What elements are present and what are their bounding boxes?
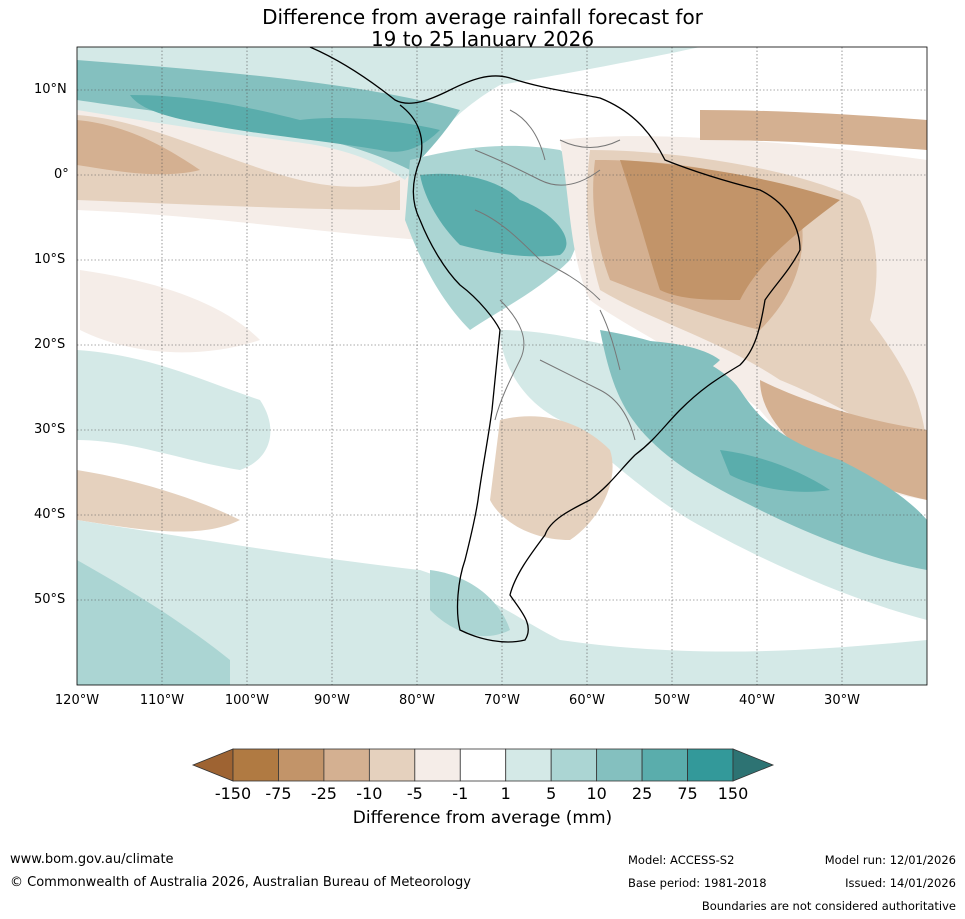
dry-band-pacific xyxy=(77,115,400,210)
lon-label: 100°W xyxy=(224,693,270,708)
website-link[interactable]: www.bom.gov.au/climate xyxy=(10,852,174,867)
wet-far-south xyxy=(77,520,927,685)
colorbar-tick-label: 1 xyxy=(500,784,511,803)
map-title-line2: 19 to 25 January 2026 xyxy=(370,27,595,51)
wet-sacz-mid xyxy=(600,330,927,570)
base-period-text: Base period: 1981-2018 xyxy=(628,876,767,890)
lat-label: 0° xyxy=(54,167,69,182)
lat-label: 20°S xyxy=(34,337,66,352)
colorbar-segment xyxy=(687,748,734,782)
lat-label: 50°S xyxy=(34,592,66,607)
colorbar-segment xyxy=(232,748,279,782)
colorbar-tick-label: -25 xyxy=(310,784,337,803)
south-america-coastline xyxy=(309,47,801,643)
lat-label: 10°S xyxy=(34,252,66,267)
colorbar-tick-label: -150 xyxy=(214,784,252,803)
colorbar-segment xyxy=(368,748,416,782)
issued-text: Issued: 14/01/2026 xyxy=(845,876,956,890)
lat-label: 40°S xyxy=(34,507,66,522)
colorbar-tick-label: 25 xyxy=(631,784,653,803)
colorbar-tick-label: 75 xyxy=(677,784,698,803)
lat-label: 30°S xyxy=(34,422,66,437)
colorbar-tick-label: 10 xyxy=(586,784,607,803)
dry-brazil-core xyxy=(620,160,840,300)
colorbar-tick-label: 5 xyxy=(546,784,557,803)
colorbar-segment xyxy=(505,748,552,782)
colorbar-tick-label: -1 xyxy=(452,784,469,803)
colorbar-segment xyxy=(278,748,325,782)
dry-argentina xyxy=(490,416,613,540)
lon-label: 70°W xyxy=(484,693,520,708)
colorbar-segment xyxy=(459,748,507,782)
colorbar-segment xyxy=(323,748,370,782)
dry-pacific-south xyxy=(77,470,240,532)
lon-label: 30°W xyxy=(824,693,860,708)
lon-label: 40°W xyxy=(739,693,775,708)
colorbar-title: Difference from average (mm) xyxy=(352,808,613,828)
wet-core-north-dark xyxy=(130,95,440,152)
colorbar-tick-label: -10 xyxy=(356,784,383,803)
map-title-line1: Difference from average rainfall forecas… xyxy=(262,5,703,29)
colorbar-tick-label: -75 xyxy=(265,784,292,803)
colorbar-segment xyxy=(414,748,461,782)
lon-label: 110°W xyxy=(139,693,185,708)
dry-pacific-south-light xyxy=(80,270,260,353)
wet-south-brazil xyxy=(620,340,720,384)
lon-label: 120°W xyxy=(54,693,100,708)
lon-label: 80°W xyxy=(399,693,435,708)
colorbar-segment xyxy=(641,748,688,782)
model-text: Model: ACCESS-S2 xyxy=(628,853,735,867)
wet-nw-core xyxy=(420,173,567,257)
lon-label: 50°W xyxy=(654,693,690,708)
wet-sw-corner xyxy=(77,560,230,685)
colorbar-tick-label: -5 xyxy=(406,784,423,803)
dry-atlantic-band xyxy=(700,110,927,150)
graticule xyxy=(77,47,927,685)
lon-label: 90°W xyxy=(314,693,350,708)
model-run-text: Model run: 12/01/2026 xyxy=(824,853,956,867)
lon-label: 60°W xyxy=(569,693,605,708)
disclaimer-text: Boundaries are not considered authoritat… xyxy=(701,899,956,913)
wet-pacific-south xyxy=(77,350,271,470)
colorbar-tick-label: 150 xyxy=(717,784,749,803)
lat-label: 10°N xyxy=(34,82,67,97)
copyright-text: © Commonwealth of Australia 2026, Austra… xyxy=(10,875,471,890)
colorbar-extend-low xyxy=(191,748,234,782)
country-borders xyxy=(474,109,636,441)
rainfall-anomaly-map xyxy=(76,46,928,686)
colorbar-segment xyxy=(596,748,643,782)
dry-core-pacific xyxy=(77,120,200,175)
wet-sacz-core xyxy=(720,450,830,492)
colorbar-extend-high xyxy=(732,748,775,782)
dry-east-coast xyxy=(760,380,927,500)
colorbar-segment xyxy=(550,748,598,782)
wet-patagonia xyxy=(430,570,510,637)
